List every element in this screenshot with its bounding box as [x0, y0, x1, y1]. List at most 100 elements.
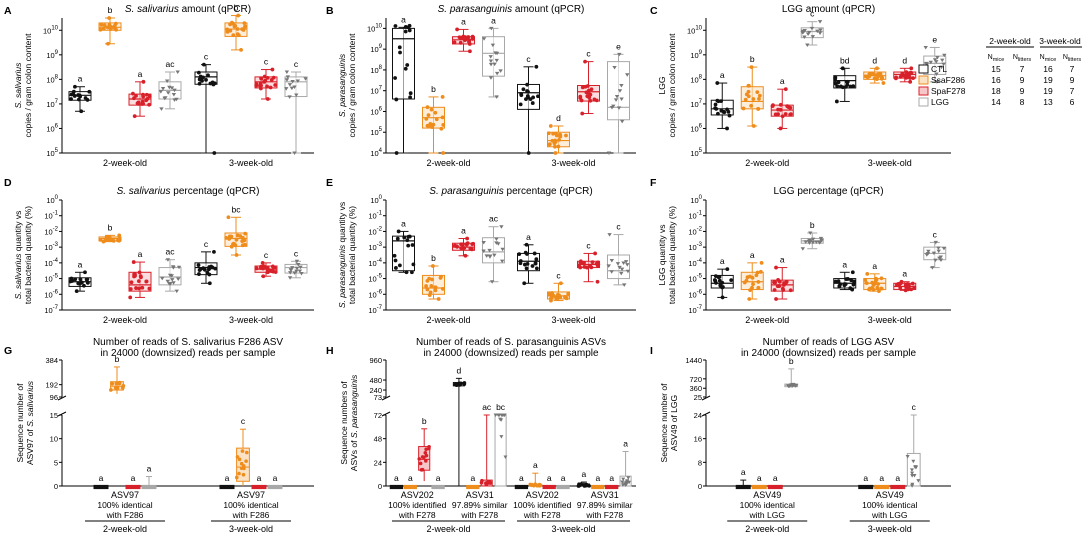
box-CTL: a	[576, 469, 591, 488]
data-point	[265, 76, 270, 80]
data-point	[136, 279, 141, 283]
data-point	[263, 78, 268, 83]
legend-count: 8	[1020, 97, 1025, 107]
y-label-line: S. salivarius	[13, 62, 23, 109]
data-point	[911, 459, 916, 464]
data-point	[755, 90, 760, 95]
data-point	[213, 266, 218, 271]
data-point	[494, 237, 499, 242]
sig-letter: d	[556, 113, 561, 123]
data-point	[139, 275, 143, 280]
panel-letter: A	[4, 5, 12, 17]
tick-exp: -2	[377, 226, 383, 232]
y-label-line: copies / gram colon content	[667, 33, 677, 138]
data-point	[174, 289, 179, 294]
data-point	[113, 21, 118, 26]
data-point	[617, 89, 623, 93]
tick-base: 10	[370, 107, 378, 116]
data-point	[554, 131, 558, 136]
x-category-label: ASV49	[753, 490, 781, 500]
data-point	[871, 287, 876, 292]
data-point	[196, 70, 201, 75]
box-LGG: c	[284, 59, 308, 155]
data-point	[258, 86, 263, 91]
data-point	[137, 286, 141, 291]
data-point	[147, 102, 152, 107]
x-age-label: 3-week-old	[551, 524, 595, 534]
data-point	[817, 20, 823, 24]
data-point	[851, 282, 856, 287]
box	[494, 414, 507, 487]
data-point	[580, 111, 585, 116]
x-category-label: 3-week-old	[868, 315, 912, 325]
sig-letter: a	[436, 473, 441, 483]
sig-letter: a	[842, 259, 847, 269]
legend-label: SpaF278	[931, 86, 966, 96]
tick-base: 10	[44, 227, 52, 236]
data-point	[924, 62, 930, 66]
title-rest: percentage (qPCR)	[170, 186, 259, 197]
data-point	[756, 286, 761, 290]
y-axis-label: LGGcopies / gram colon content	[657, 33, 677, 138]
data-point	[210, 80, 215, 85]
y-tick-label: 15	[50, 411, 58, 420]
x-age-label: 3-week-old	[868, 524, 912, 534]
sig-letter: a	[131, 473, 136, 483]
box-SsaF286: a	[863, 261, 887, 294]
data-point	[746, 89, 751, 94]
data-point	[940, 58, 945, 63]
y-tick-label: 192	[45, 381, 58, 390]
x-category-label: ASV97	[111, 490, 139, 500]
panel-B: B S. parasanguinis amount (qPCR)104105106…	[326, 4, 636, 168]
data-point	[807, 241, 812, 245]
data-point	[488, 76, 494, 80]
x-category-label: 2-week-old	[745, 158, 789, 168]
data-point	[233, 24, 238, 28]
data-point	[558, 281, 563, 286]
data-point	[458, 40, 463, 45]
data-point	[845, 79, 850, 84]
data-point	[755, 270, 760, 275]
y-tick-label: 10-2	[368, 226, 382, 236]
data-point	[615, 262, 621, 266]
data-point	[426, 113, 431, 118]
box-CTL: a	[392, 218, 416, 275]
x-category-note: 97.89% similar	[452, 500, 508, 510]
data-point	[244, 450, 249, 455]
data-point	[113, 26, 117, 31]
x-category-note: with F278	[398, 510, 436, 520]
tick-exp: -7	[53, 305, 59, 311]
data-point	[496, 413, 501, 417]
data-point	[564, 133, 568, 138]
tick-exp: -6	[53, 289, 59, 295]
data-point	[98, 27, 103, 32]
y-label-italic: S. parasanguinis	[337, 53, 347, 117]
box	[125, 484, 141, 490]
data-point	[117, 233, 122, 238]
data-point	[175, 70, 180, 74]
tick-base: 10	[43, 26, 51, 35]
data-point	[202, 267, 207, 272]
data-point	[776, 284, 781, 289]
data-point	[492, 253, 497, 258]
data-point	[284, 87, 289, 91]
data-point	[578, 96, 583, 100]
y-tick-label: 10-6	[368, 289, 382, 299]
tick-exp: 5	[55, 148, 59, 154]
y-tick-label: 0	[698, 482, 702, 491]
y-axis-label: S. parasanguiniscopies / gram colon cont…	[337, 33, 357, 138]
data-point	[84, 277, 89, 282]
data-point	[433, 285, 437, 290]
sig-letter: a	[623, 438, 628, 448]
data-point	[772, 288, 777, 292]
x-category-note: with LGG	[749, 510, 785, 520]
data-point	[462, 381, 467, 385]
data-point	[289, 86, 295, 91]
box-CTL: a	[68, 74, 92, 114]
data-point	[582, 260, 586, 265]
data-point	[621, 477, 626, 482]
legend-swatch	[918, 97, 929, 107]
data-point	[424, 116, 429, 121]
y-tick-label: 106	[46, 123, 58, 133]
data-point	[102, 23, 107, 28]
